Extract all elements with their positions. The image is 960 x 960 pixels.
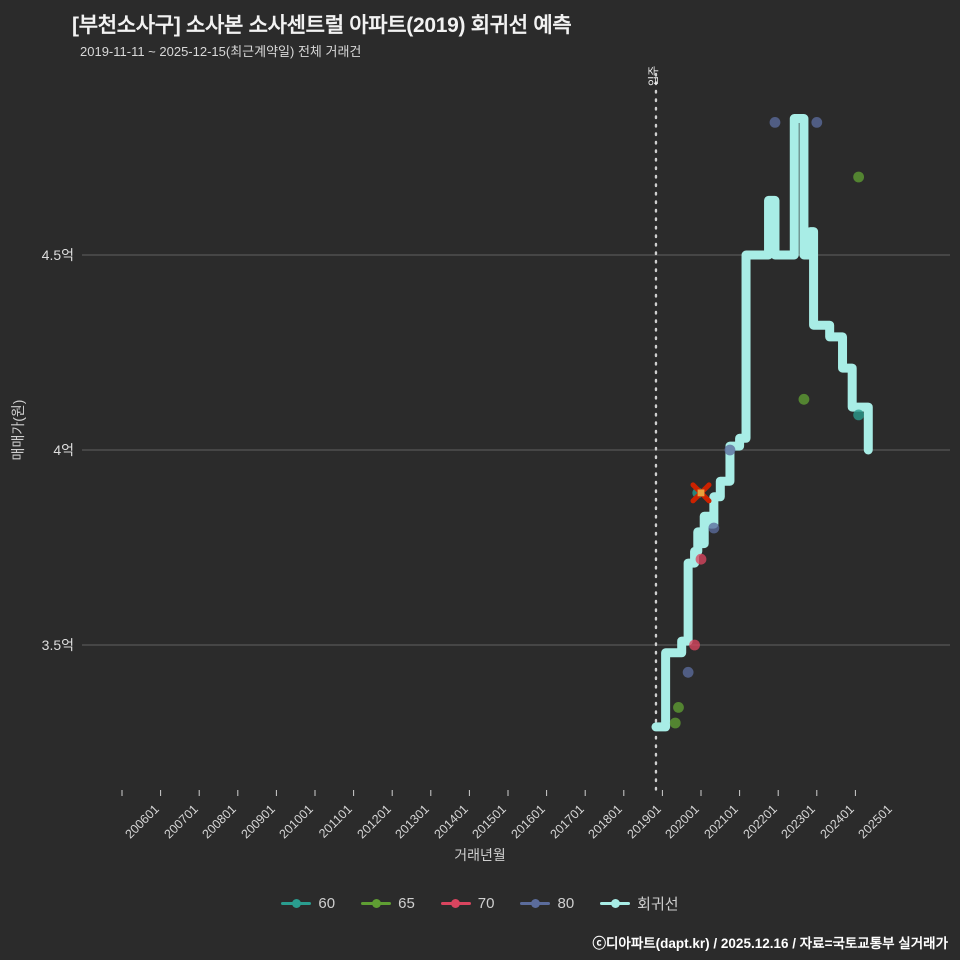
legend-label: 60	[318, 895, 336, 912]
scatter-point-60	[853, 409, 865, 421]
y-tick-label: 4.5억	[41, 247, 74, 263]
chart-title: [부천소사구] 소사본 소사센트럴 아파트(2019) 회귀선 예측	[72, 14, 572, 37]
x-axis-title: 거래년월	[454, 847, 506, 863]
legend-label: 70	[477, 895, 495, 912]
legend-item-65[interactable]: 65	[361, 895, 415, 912]
legend-swatch-icon	[361, 899, 392, 908]
legend-swatch-icon	[600, 899, 631, 908]
entry-line-label: 입주	[647, 65, 660, 86]
legend-swatch-icon	[440, 899, 471, 908]
legend-item-60[interactable]: 60	[281, 895, 335, 912]
legend-label: 65	[398, 895, 415, 912]
scatter-point-65	[798, 393, 810, 405]
y-tick-label: 3.5억	[41, 637, 74, 653]
regression-line	[651, 114, 873, 732]
legend-swatch-icon	[281, 899, 312, 908]
scatter-point-80	[682, 666, 694, 678]
y-tick-label: 4억	[53, 442, 74, 458]
legend-item-회귀선[interactable]: 회귀선	[600, 893, 679, 914]
scatter-point-70	[695, 553, 707, 565]
highlight-x-marker	[690, 482, 712, 504]
scatter-point-80	[811, 117, 823, 128]
y-axis-title: 매매가(원)	[10, 399, 26, 461]
legend-label: 회귀선	[637, 896, 679, 913]
scatter-point-65	[669, 717, 681, 729]
highlight-x-core	[697, 489, 705, 497]
legend-swatch-icon	[520, 899, 551, 908]
scatter-point-80	[769, 117, 781, 128]
scatter-point-80	[724, 444, 736, 456]
scatter-point-65	[853, 171, 865, 183]
legend-label: 80	[557, 895, 575, 912]
chart-legend: 60 65 70 80 회귀선	[0, 893, 960, 914]
regression-polyline	[651, 114, 873, 732]
scatter-point-80	[708, 522, 720, 534]
scatter-point-65	[673, 702, 684, 713]
x-axis-ticks	[121, 790, 856, 796]
chart-subtitle: 2019-11-11 ~ 2025-12-15(최근계약일) 전체 거래건	[80, 44, 362, 59]
legend-item-70[interactable]: 70	[440, 895, 495, 912]
scatter-point-70	[689, 639, 700, 651]
footer-credit: ⓒ디아파트(dapt.kr) / 2025.12.16 / 자료=국토교통부 실…	[592, 936, 948, 951]
legend-item-80[interactable]: 80	[520, 895, 574, 912]
gridlines	[82, 254, 950, 646]
